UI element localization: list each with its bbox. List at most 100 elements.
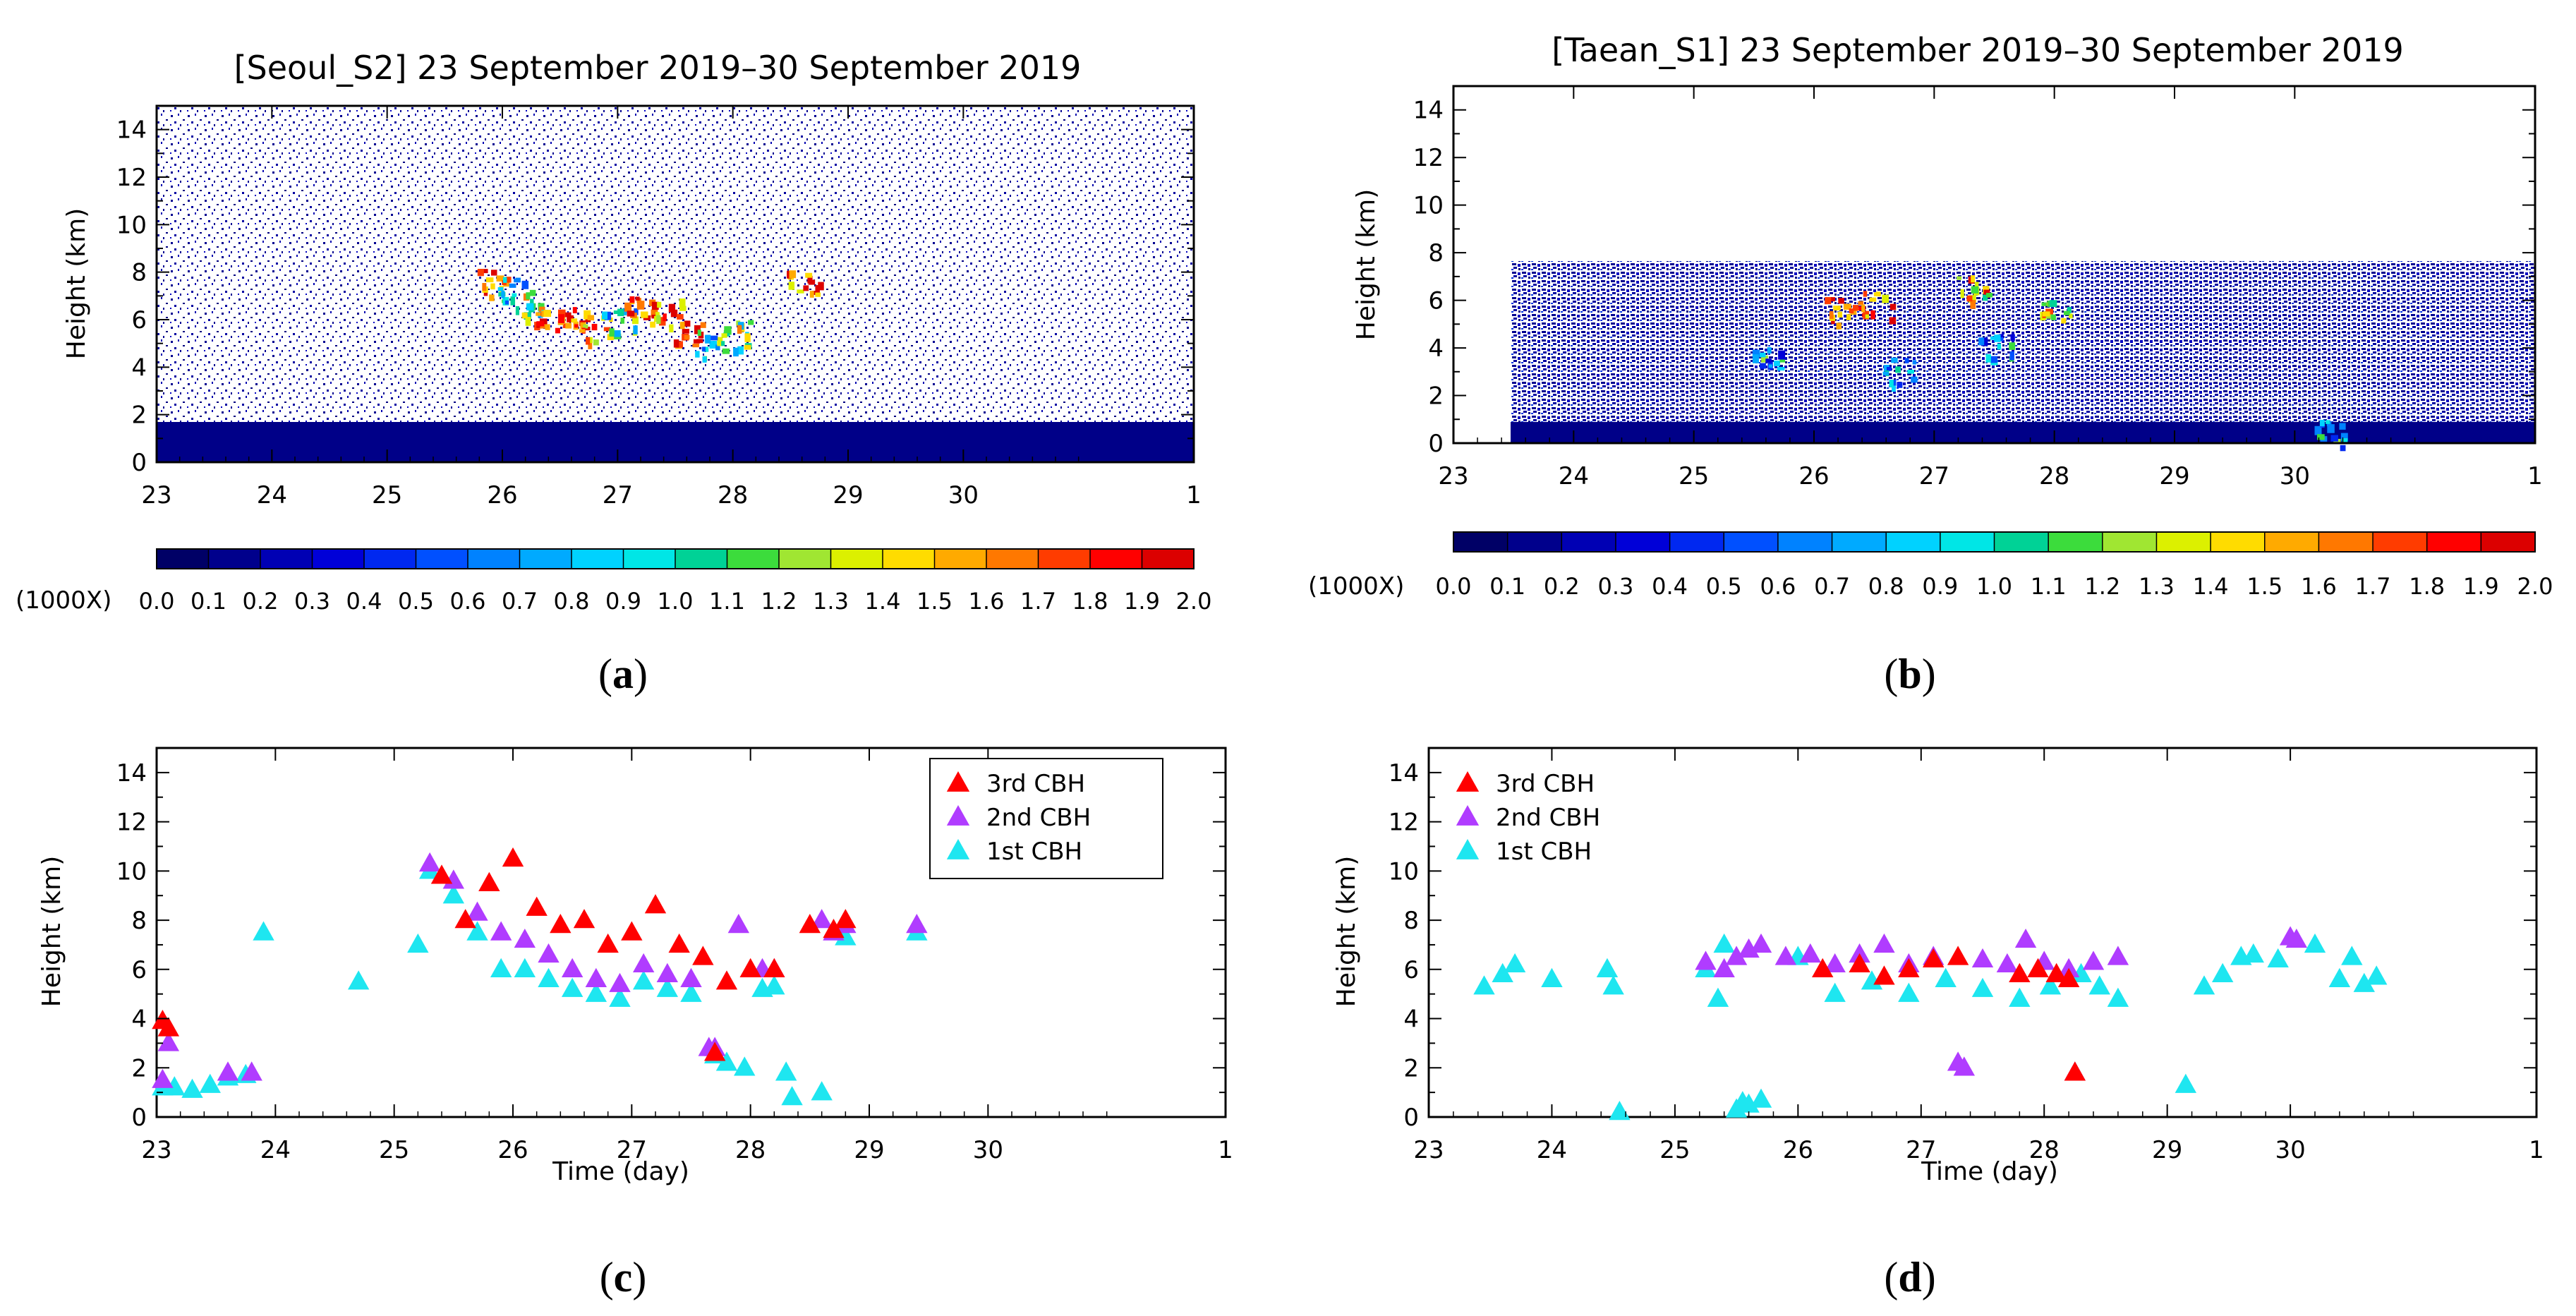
panel-d-plot-frame xyxy=(1427,747,2538,1118)
heatmap-cell xyxy=(2042,311,2050,317)
panel-d-label: (d) xyxy=(1884,1254,1935,1300)
x-tick-label: 24 xyxy=(260,1136,291,1164)
cbh-marker xyxy=(1873,933,1895,953)
heatmap-cell xyxy=(1895,366,1901,373)
heatmap-cell xyxy=(1994,334,2001,342)
heatmap-cell xyxy=(744,333,751,342)
panel-b-colorbar-unit: (1000X) xyxy=(1308,572,1404,600)
panel-a-title: [Seoul_S2] 23 September 2019–30 Septembe… xyxy=(234,49,1082,87)
cbh-marker xyxy=(561,958,583,977)
cbh-marker xyxy=(1725,946,1748,965)
colorbar-tick-label: 0.7 xyxy=(502,588,538,615)
heatmap-cell xyxy=(512,293,517,297)
colorbar-segment xyxy=(830,549,883,569)
panel-a-label: (a) xyxy=(598,651,648,697)
y-tick-label: 4 xyxy=(1403,1006,1419,1034)
heatmap-cell xyxy=(2327,424,2335,433)
heatmap-cell xyxy=(504,300,509,305)
legend-label: 3rd CBH xyxy=(1496,770,1595,798)
heatmap-cell xyxy=(700,322,706,328)
heatmap-cell xyxy=(684,334,690,340)
cbh-marker xyxy=(157,1017,180,1037)
cbh-marker xyxy=(632,953,655,973)
cbh-marker xyxy=(2211,962,2234,982)
heatmap-cell xyxy=(1971,275,1976,283)
y-tick-label: 0 xyxy=(1403,1104,1419,1132)
x-tick-label: 29 xyxy=(2159,462,2189,490)
panel-c-ylabel: Height (km) xyxy=(37,856,66,1007)
heatmap-cell xyxy=(602,311,608,320)
heatmap-cell xyxy=(669,324,674,333)
x-tick-label: 28 xyxy=(2039,462,2069,490)
heatmap-cell xyxy=(586,337,591,345)
heatmap-cell xyxy=(2340,445,2346,452)
heatmap-cell xyxy=(1889,380,1894,387)
heatmap-cell xyxy=(2010,334,2015,342)
legend-marker xyxy=(946,771,970,792)
colorbar-tick-label: 0.7 xyxy=(1814,573,1850,600)
colorbar-segment xyxy=(1832,532,1887,552)
heatmap-cell xyxy=(631,316,639,325)
cbh-marker xyxy=(442,884,465,904)
colorbar-segment xyxy=(883,549,935,569)
colorbar-tick-label: 0.5 xyxy=(398,588,434,615)
y-tick-label: 2 xyxy=(131,1054,147,1082)
cbh-marker xyxy=(1473,975,1495,995)
heatmap-cell xyxy=(710,335,718,341)
legend-marker xyxy=(1456,771,1480,792)
cbh-marker xyxy=(1713,933,1735,953)
x-tick-label: 30 xyxy=(2280,462,2310,490)
panel-a-colorbar-unit: (1000X) xyxy=(16,586,111,615)
x-tick-label: 30 xyxy=(948,481,979,509)
x-tick-label: 28 xyxy=(2029,1136,2060,1164)
heatmap-cell xyxy=(717,337,723,346)
heatmap-cell xyxy=(1760,352,1766,358)
y-tick-label: 14 xyxy=(116,116,147,145)
x-tick-label: 27 xyxy=(603,481,633,509)
colorbar-segment xyxy=(1142,549,1195,569)
cbh-marker xyxy=(1996,953,2019,973)
colorbar-tick-label: 1.6 xyxy=(969,588,1005,615)
heatmap-cell xyxy=(633,325,638,334)
panel-d-markers xyxy=(1473,926,2388,1121)
cbh-marker xyxy=(656,977,679,997)
y-tick-label: 6 xyxy=(1403,956,1419,984)
colorbar-tick-label: 1.4 xyxy=(865,588,901,615)
cbh-marker xyxy=(811,1081,833,1101)
colorbar-tick-label: 1.5 xyxy=(917,588,953,615)
heatmap-cell xyxy=(2009,351,2014,361)
heatmap-cell xyxy=(579,329,586,333)
panel-c-label: (c) xyxy=(600,1254,647,1300)
cbh-marker xyxy=(609,987,631,1007)
x-tick-label: 28 xyxy=(718,481,748,509)
colorbar-segment xyxy=(208,549,261,569)
heatmap-cell xyxy=(604,311,612,320)
colorbar-tick-label: 1.2 xyxy=(2084,573,2120,600)
colorbar-tick-label: 1.2 xyxy=(761,588,797,615)
cbh-marker xyxy=(538,943,560,963)
heatmap-cell xyxy=(1863,291,1868,297)
heatmap-cell xyxy=(1981,337,1988,346)
colorbar-segment xyxy=(1507,532,1562,552)
x-tick-label: 27 xyxy=(1906,1136,1936,1164)
colorbar-tick-label: 0.9 xyxy=(605,588,641,615)
heatmap-cell xyxy=(682,328,689,334)
panel-d-label-close: ) xyxy=(1922,1254,1936,1300)
cbh-marker xyxy=(1971,948,1994,968)
cbh-marker xyxy=(2088,975,2110,995)
cbh-marker xyxy=(1707,987,1729,1007)
heatmap-cell xyxy=(1829,310,1834,320)
heatmap-cell xyxy=(521,280,529,289)
heatmap-cell xyxy=(621,311,627,315)
colorbar-tick-label: 0.4 xyxy=(346,588,382,615)
y-tick-label: 14 xyxy=(116,759,147,787)
panel-a-label-letter: a xyxy=(612,651,634,697)
cbh-marker xyxy=(538,967,560,987)
heatmap-cell xyxy=(705,334,711,344)
heatmap-cell xyxy=(2330,435,2338,442)
cbh-marker xyxy=(906,914,928,934)
panel-b-plot-frame xyxy=(1452,85,2536,445)
panel-d-label-letter: d xyxy=(1898,1254,1921,1300)
heatmap-cell xyxy=(501,290,505,298)
heatmap-cell xyxy=(692,344,699,348)
